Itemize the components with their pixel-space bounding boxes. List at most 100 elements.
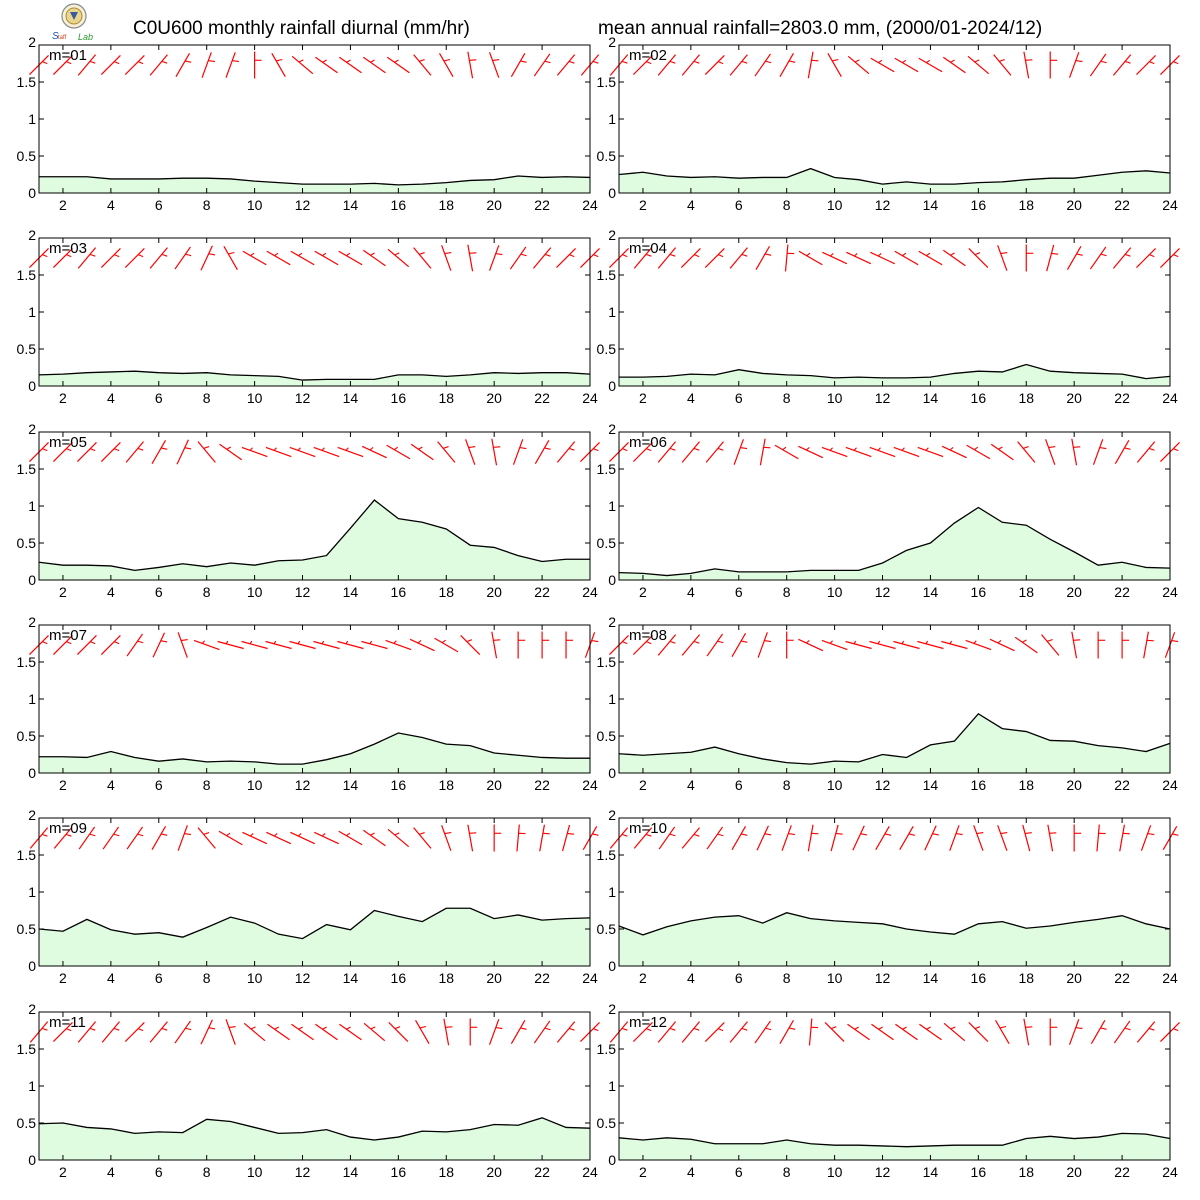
rainfall-line: [38, 907, 591, 940]
x-tick-label: 10: [827, 1164, 843, 1180]
x-tick-label: 6: [735, 584, 743, 600]
wind-barb: [845, 446, 872, 458]
wind-barb: [822, 251, 848, 265]
wind-barb: [756, 825, 772, 851]
wind-barb: [415, 1020, 430, 1044]
x-tick-label: 20: [1066, 390, 1082, 406]
wind-barb: [52, 442, 73, 462]
wind-barb: [1023, 1018, 1033, 1046]
x-tick-label: 4: [687, 777, 695, 793]
wind-barb: [633, 247, 653, 269]
wind-barb: [465, 439, 476, 465]
x-tick-label: 8: [203, 390, 211, 406]
wind-barb: [493, 824, 502, 852]
wind-barb: [681, 1021, 701, 1043]
wind-barb: [942, 56, 966, 74]
x-tick-label: 8: [203, 970, 211, 986]
wind-barb: [798, 445, 824, 459]
wind-barb: [1114, 440, 1131, 464]
x-tick-label: 4: [107, 1164, 115, 1180]
wind-barb: [254, 51, 262, 79]
y-tick-label: 1.5: [17, 461, 37, 477]
svg-text:Lab: Lab: [78, 32, 93, 42]
wind-barb: [807, 824, 819, 852]
x-tick-label: 18: [1018, 777, 1034, 793]
x-tick-label: 12: [875, 1164, 891, 1180]
y-tick-label: 0: [28, 1152, 36, 1168]
x-tick-label: 4: [687, 584, 695, 600]
wind-barb: [539, 824, 550, 852]
x-tick-label: 22: [534, 197, 550, 213]
wind-barb: [467, 51, 477, 79]
x-tick-label: 24: [1162, 1164, 1178, 1180]
y-tick-label: 1.5: [17, 74, 37, 90]
wind-barb: [1097, 631, 1106, 659]
wind-barb: [1136, 441, 1156, 463]
panel-label: m=04: [629, 240, 667, 257]
wind-barb: [657, 441, 677, 463]
x-tick-label: 16: [391, 970, 407, 986]
panel-frame: [618, 44, 1171, 194]
wind-barb: [845, 640, 872, 650]
wind-barb: [512, 439, 527, 465]
wind-barb: [510, 1020, 527, 1044]
x-tick-label: 22: [534, 777, 550, 793]
x-tick-label: 16: [391, 197, 407, 213]
x-tick-label: 2: [639, 1164, 647, 1180]
x-tick-label: 16: [971, 584, 987, 600]
x-tick-label: 20: [1066, 970, 1082, 986]
wind-barb: [193, 639, 220, 651]
x-tick-label: 2: [639, 390, 647, 406]
wind-barb: [1121, 631, 1130, 659]
y-tick-label: 1: [608, 304, 616, 320]
wind-barb: [339, 1023, 362, 1041]
wind-barb: [1164, 632, 1179, 658]
wind-barb: [200, 1019, 216, 1045]
x-tick-label: 14: [343, 584, 359, 600]
wind-barb: [362, 829, 386, 847]
x-tick-label: 10: [247, 197, 263, 213]
x-tick-label: 20: [1066, 197, 1082, 213]
wind-barb: [339, 56, 362, 74]
x-tick-label: 6: [155, 777, 163, 793]
wind-barb: [632, 442, 653, 462]
x-tick-label: 2: [59, 777, 67, 793]
wind-barb: [899, 826, 916, 850]
rainfall-line: [38, 1117, 591, 1141]
x-tick-label: 2: [59, 1164, 67, 1180]
svg-text:S: S: [52, 31, 59, 42]
y-tick-label: 0.5: [17, 1115, 37, 1131]
x-tick-label: 16: [391, 584, 407, 600]
wind-barb: [201, 52, 215, 78]
wind-barb: [556, 1021, 576, 1043]
x-tick-label: 18: [1018, 1164, 1034, 1180]
wind-barb: [149, 54, 168, 76]
y-tick-label: 2: [28, 227, 36, 243]
x-tick-label: 12: [295, 197, 311, 213]
wind-barb: [241, 640, 268, 650]
x-tick-label: 6: [735, 777, 743, 793]
wind-barb: [290, 831, 316, 845]
wind-barb: [362, 249, 386, 267]
x-tick-label: 22: [534, 1164, 550, 1180]
y-tick-label: 1.5: [597, 654, 617, 670]
x-tick-label: 20: [486, 1164, 502, 1180]
x-tick-label: 4: [107, 197, 115, 213]
wind-barb: [467, 244, 477, 272]
x-tick-label: 8: [783, 584, 791, 600]
y-tick-label: 1.5: [17, 1041, 37, 1057]
y-tick-label: 0: [28, 572, 36, 588]
wind-barb: [532, 247, 552, 269]
x-tick-label: 2: [59, 197, 67, 213]
wind-barb: [225, 1019, 236, 1045]
rainfall-line: [618, 712, 1171, 765]
wind-barb: [965, 639, 992, 651]
wind-barb: [1119, 824, 1130, 852]
wind-barb: [315, 56, 338, 74]
wind-barb: [942, 249, 966, 267]
wind-barb: [657, 1021, 677, 1043]
x-tick-label: 20: [486, 390, 502, 406]
wind-barb: [918, 57, 943, 73]
panel-frame: [38, 237, 591, 387]
